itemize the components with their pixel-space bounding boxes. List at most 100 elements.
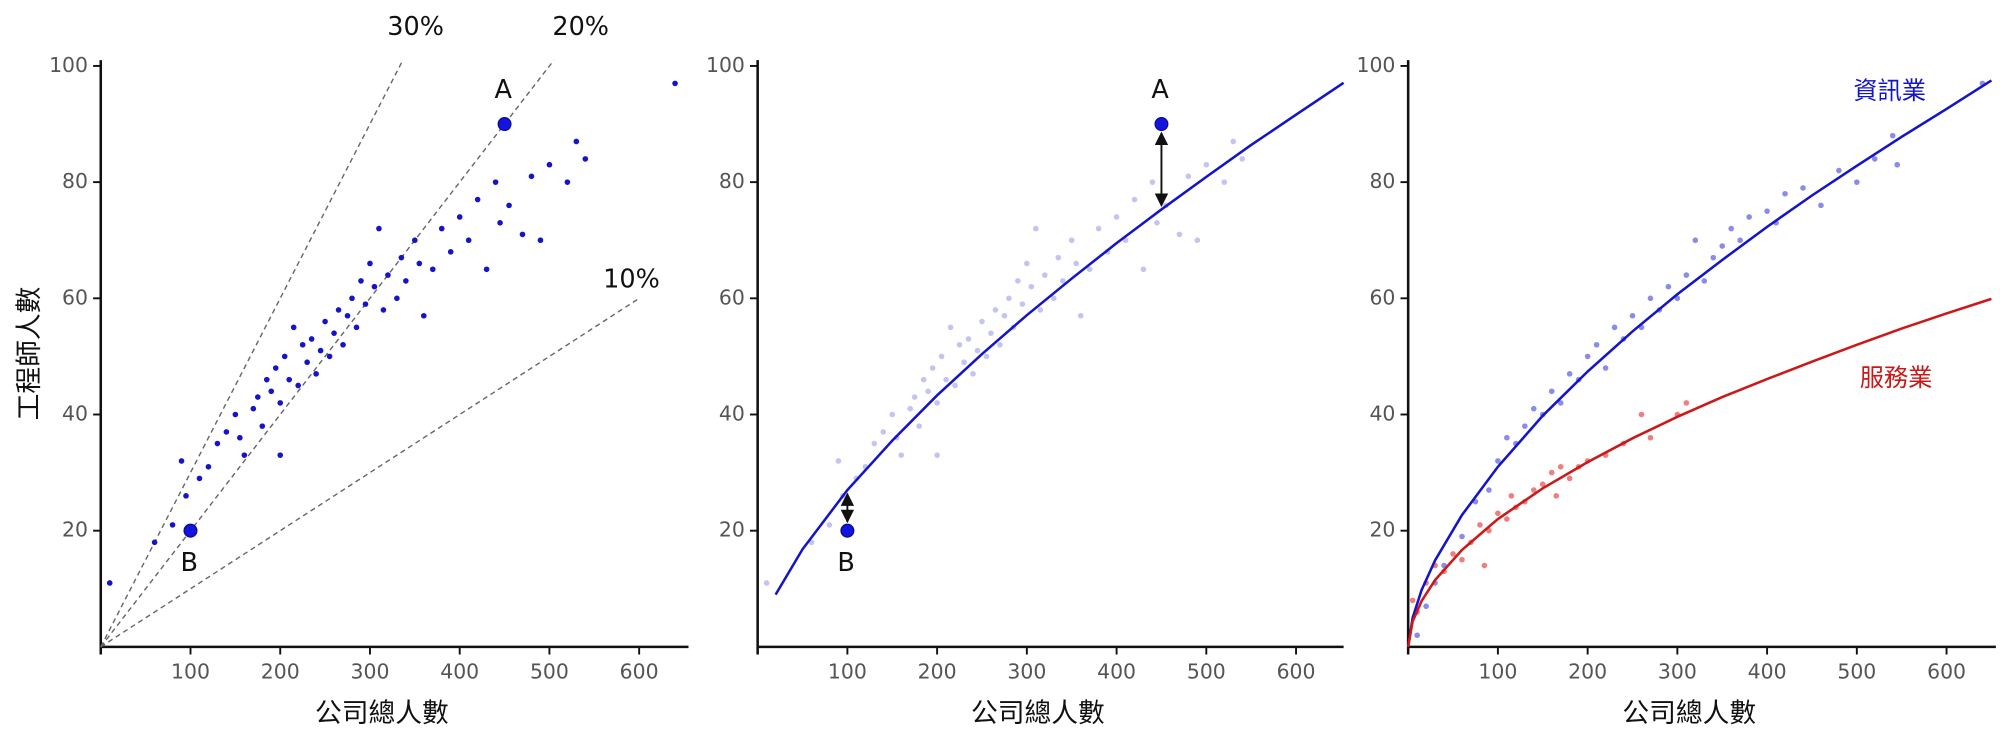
point xyxy=(1239,156,1246,162)
point xyxy=(465,237,472,244)
x-tick-label: 200 xyxy=(1568,659,1607,683)
point xyxy=(416,260,423,267)
point xyxy=(988,330,994,336)
point xyxy=(214,440,221,447)
y-tick-label: 80 xyxy=(62,169,88,193)
point xyxy=(1450,551,1456,557)
point xyxy=(1459,533,1465,540)
x-axis-label: 公司總人數 xyxy=(971,698,1105,729)
point xyxy=(1894,161,1901,168)
point xyxy=(871,440,878,447)
point xyxy=(956,341,963,348)
point xyxy=(1086,266,1093,273)
point xyxy=(259,423,266,429)
point xyxy=(826,522,833,528)
y-tick-label: 100 xyxy=(1356,53,1395,77)
point xyxy=(911,394,918,400)
point xyxy=(277,400,284,406)
point xyxy=(1059,278,1066,284)
x-tick-label: 300 xyxy=(351,659,390,683)
point xyxy=(528,173,535,180)
point xyxy=(537,237,544,244)
annotation-label: B xyxy=(180,548,198,578)
point xyxy=(295,382,301,389)
point xyxy=(934,400,940,406)
point xyxy=(429,266,436,273)
point xyxy=(1710,254,1717,261)
point xyxy=(1647,295,1654,302)
point xyxy=(263,376,270,383)
point xyxy=(506,202,512,209)
y-tick-label: 100 xyxy=(706,53,745,77)
point xyxy=(1015,278,1021,284)
point xyxy=(313,371,319,377)
y-tick-label: 40 xyxy=(62,402,88,426)
point xyxy=(564,179,571,185)
point xyxy=(763,580,770,586)
x-tick-label: 600 xyxy=(1927,659,1966,683)
y-tick-label: 60 xyxy=(1369,285,1395,309)
point xyxy=(304,359,310,366)
point xyxy=(672,80,678,87)
y-tick-label: 40 xyxy=(719,402,745,426)
point xyxy=(1050,295,1057,302)
x-tick-label: 400 xyxy=(440,659,479,683)
point xyxy=(1522,423,1528,429)
point xyxy=(1230,138,1237,145)
x-tick-label: 100 xyxy=(828,659,867,683)
point xyxy=(362,301,369,307)
point xyxy=(1665,283,1672,290)
point xyxy=(880,429,887,435)
point xyxy=(322,318,328,325)
x-axis-label: 公司總人數 xyxy=(315,698,449,729)
point xyxy=(546,161,553,168)
point xyxy=(573,138,580,145)
highlight-point xyxy=(183,523,198,538)
point xyxy=(232,411,239,418)
y-tick-label: 80 xyxy=(1369,169,1395,193)
point xyxy=(277,452,284,458)
y-tick-label: 40 xyxy=(1369,402,1395,426)
point xyxy=(1539,481,1546,488)
point xyxy=(290,324,297,331)
point xyxy=(353,324,360,331)
x-tick-label: 500 xyxy=(1837,659,1876,683)
point xyxy=(1185,173,1192,180)
point xyxy=(938,353,945,360)
y-tick-label: 60 xyxy=(62,285,88,309)
point xyxy=(961,359,967,366)
x-axis-label: 公司總人數 xyxy=(1622,698,1756,729)
point xyxy=(1548,388,1555,395)
point xyxy=(1557,463,1564,470)
point xyxy=(1719,243,1726,249)
point xyxy=(483,266,490,273)
point xyxy=(367,260,373,267)
point xyxy=(934,452,940,458)
point xyxy=(979,318,985,325)
point xyxy=(965,336,972,342)
point xyxy=(178,458,185,464)
point xyxy=(1566,371,1573,377)
y-tick-label: 100 xyxy=(49,53,88,77)
point xyxy=(1548,469,1555,476)
point xyxy=(344,312,351,319)
x-tick-label: 300 xyxy=(1658,659,1697,683)
point xyxy=(286,376,293,383)
point xyxy=(1055,254,1062,261)
point xyxy=(1701,278,1708,284)
point xyxy=(1584,353,1591,360)
point xyxy=(272,365,279,371)
point xyxy=(1423,603,1429,610)
point xyxy=(943,376,949,383)
point xyxy=(169,522,176,528)
point xyxy=(223,429,230,435)
point xyxy=(1459,556,1465,563)
point xyxy=(925,388,931,395)
point xyxy=(974,347,981,354)
point xyxy=(1692,237,1699,244)
point xyxy=(1764,208,1770,214)
annotation-label: A xyxy=(495,75,513,105)
point xyxy=(992,307,999,313)
point xyxy=(835,458,842,464)
